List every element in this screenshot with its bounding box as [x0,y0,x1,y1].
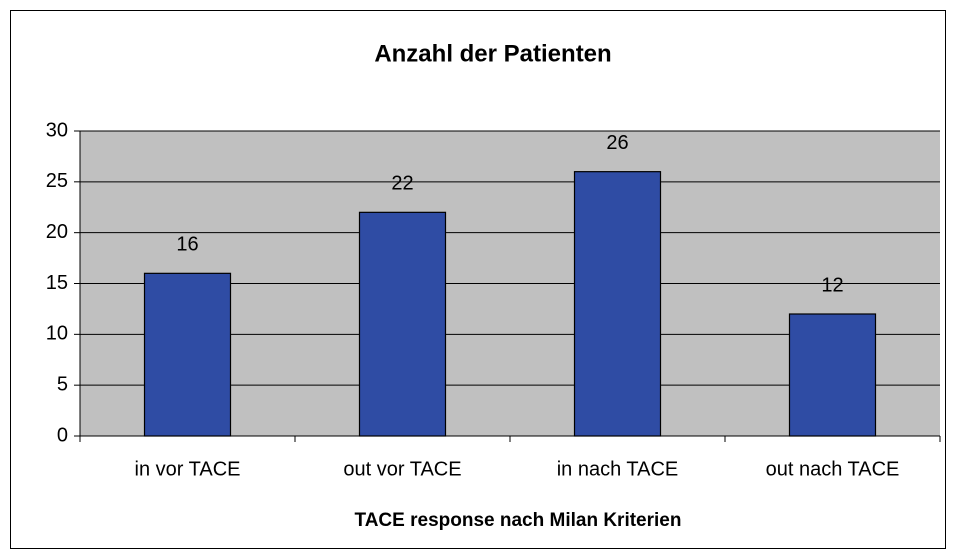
x-tick-label: in vor TACE [135,458,241,480]
x-tick-label: out vor TACE [343,458,461,480]
y-tick-label: 5 [57,373,68,395]
y-tick-label: 15 [46,272,68,294]
y-tick-label: 10 [46,323,68,345]
bar [143,272,232,437]
bar [358,211,447,437]
data-label: 22 [391,173,413,195]
y-tick-label: 30 [46,119,68,141]
x-axis-title: TACE response nach Milan Kriterien [355,510,682,531]
x-tick-label: out nach TACE [766,458,900,480]
bar [573,171,662,437]
data-label: 12 [821,274,843,296]
chart-title: Anzahl der Patienten [374,40,611,67]
data-label: 16 [176,234,198,256]
y-tick-label: 20 [46,221,68,243]
x-tick-label: in nach TACE [557,458,679,480]
data-label: 26 [606,132,628,154]
y-tick-label: 0 [57,424,68,446]
y-tick-label: 25 [46,170,68,192]
bar [788,313,877,437]
